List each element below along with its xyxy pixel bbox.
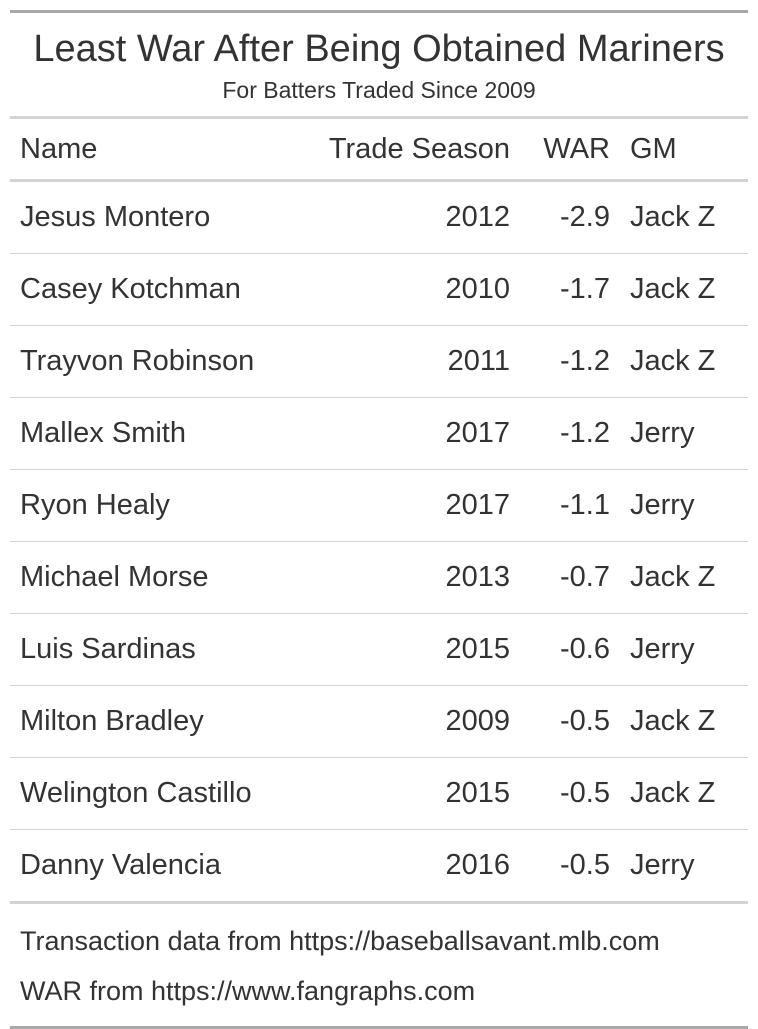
war-cell: -2.9 [522, 180, 622, 254]
player-name-cell: Luis Sardinas [10, 613, 310, 686]
player-name-cell: Ryon Healy [10, 469, 310, 542]
war-table: Least War After Being Obtained Mariners … [10, 10, 748, 1029]
table-row: Milton Bradley 2009 -0.5 Jack Z [10, 685, 748, 758]
war-cell: -1.7 [522, 253, 622, 326]
gm-cell: Jack Z [622, 685, 748, 758]
trade-season-cell: 2012 [310, 180, 522, 254]
table-row: Welington Castillo 2015 -0.5 Jack Z [10, 757, 748, 830]
table-row: Casey Kotchman 2010 -1.7 Jack Z [10, 253, 748, 326]
player-name-cell: Milton Bradley [10, 685, 310, 758]
trade-season-cell: 2017 [310, 397, 522, 470]
gm-cell: Jack Z [622, 325, 748, 398]
trade-season-cell: 2016 [310, 829, 522, 904]
data-table: Name Trade Season WAR GM Jesus Montero 2… [10, 119, 748, 904]
gm-cell: Jack Z [622, 253, 748, 326]
gm-cell: Jack Z [622, 541, 748, 614]
column-header-war: WAR [522, 119, 622, 182]
player-name-cell: Trayvon Robinson [10, 325, 310, 398]
war-cell: -0.5 [522, 757, 622, 830]
column-header-name: Name [10, 119, 310, 182]
table-row: Michael Morse 2013 -0.7 Jack Z [10, 541, 748, 614]
player-name-cell: Welington Castillo [10, 757, 310, 830]
war-cell: -0.6 [522, 613, 622, 686]
war-cell: -1.1 [522, 469, 622, 542]
trade-season-cell: 2009 [310, 685, 522, 758]
column-header-gm: GM [622, 119, 748, 182]
player-name-cell: Jesus Montero [10, 180, 310, 254]
player-name-cell: Casey Kotchman [10, 253, 310, 326]
gm-cell: Jack Z [622, 757, 748, 830]
player-name-cell: Michael Morse [10, 541, 310, 614]
trade-season-cell: 2010 [310, 253, 522, 326]
table-row: Luis Sardinas 2015 -0.6 Jerry [10, 613, 748, 686]
war-cell: -0.5 [522, 829, 622, 904]
trade-season-cell: 2015 [310, 757, 522, 830]
gm-cell: Jerry [622, 469, 748, 542]
source-note-war: WAR from https://www.fangraphs.com [20, 976, 476, 1006]
war-cell: -1.2 [522, 325, 622, 398]
source-note-transactions: Transaction data from https://baseballsa… [20, 926, 660, 956]
trade-season-cell: 2013 [310, 541, 522, 614]
gm-cell: Jerry [622, 829, 748, 904]
table-row: Ryon Healy 2017 -1.1 Jerry [10, 469, 748, 542]
table-row: Trayvon Robinson 2011 -1.2 Jack Z [10, 325, 748, 398]
war-cell: -1.2 [522, 397, 622, 470]
trade-season-cell: 2015 [310, 613, 522, 686]
column-header-row: Name Trade Season WAR GM [10, 119, 748, 182]
player-name-cell: Danny Valencia [10, 829, 310, 904]
table-row: Mallex Smith 2017 -1.2 Jerry [10, 397, 748, 470]
gm-cell: Jerry [622, 397, 748, 470]
table-row: Jesus Montero 2012 -2.9 Jack Z [10, 180, 748, 254]
table-header: Least War After Being Obtained Mariners … [10, 13, 748, 119]
table-source-notes: Transaction data from https://baseballsa… [10, 904, 748, 1026]
table-subtitle: For Batters Traded Since 2009 [222, 77, 536, 103]
table-title: Least War After Being Obtained Mariners [33, 28, 725, 70]
table-row: Danny Valencia 2016 -0.5 Jerry [10, 829, 748, 904]
trade-season-cell: 2011 [310, 325, 522, 398]
column-header-trade-season: Trade Season [310, 119, 522, 182]
gm-cell: Jerry [622, 613, 748, 686]
war-cell: -0.5 [522, 685, 622, 758]
war-cell: -0.7 [522, 541, 622, 614]
player-name-cell: Mallex Smith [10, 397, 310, 470]
gm-cell: Jack Z [622, 180, 748, 254]
trade-season-cell: 2017 [310, 469, 522, 542]
